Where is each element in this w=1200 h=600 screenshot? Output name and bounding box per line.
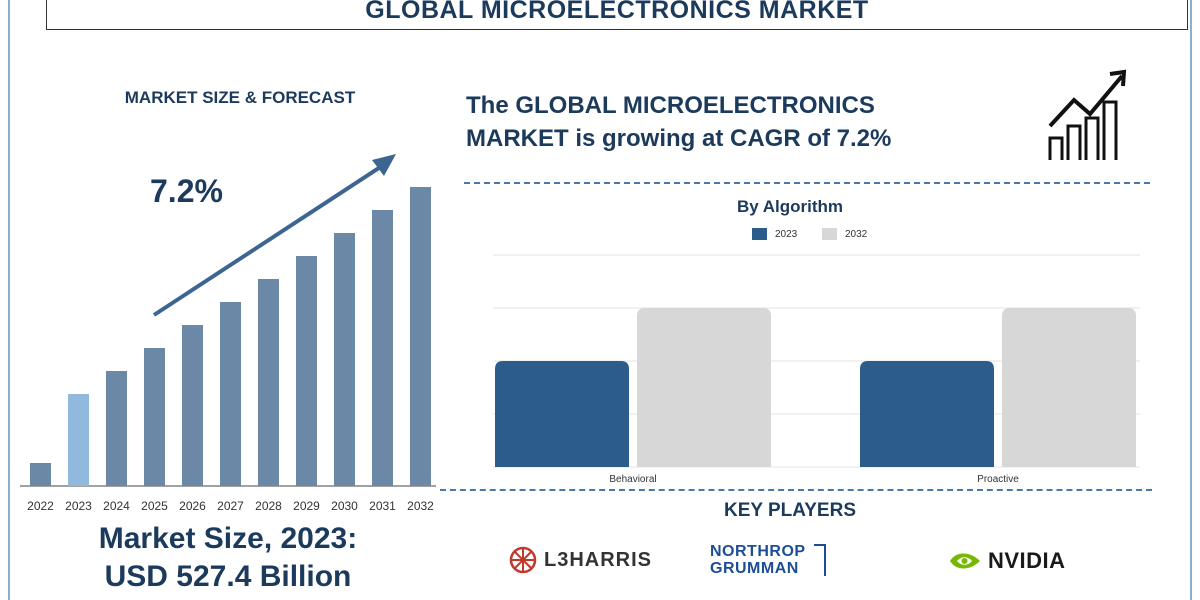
headline-line1: The GLOBAL MICROELECTRONICS xyxy=(466,92,875,119)
page-title: GLOBAL MICROELECTRONICS MARKET xyxy=(365,0,869,24)
category-label: Behavioral xyxy=(609,474,656,485)
x-tick-label: 2024 xyxy=(103,499,130,513)
headline-line2: MARKET is growing at CAGR of 7.2% xyxy=(466,125,892,152)
key-players-title: KEY PLAYERS xyxy=(724,500,856,521)
forecast-bar-2022 xyxy=(30,463,51,486)
l3harris-logo-icon xyxy=(509,546,537,574)
x-tick-label: 2023 xyxy=(65,499,92,513)
forecast-bar-2031 xyxy=(372,210,393,486)
growth-chart-icon xyxy=(1048,69,1127,160)
bar-behavioral-2023 xyxy=(495,361,629,467)
market-size-line1: Market Size, 2023: xyxy=(98,522,358,555)
grumman-word: GRUMMAN xyxy=(710,560,799,577)
market-size-forecast-title: MARKET SIZE & FORECAST xyxy=(124,88,356,107)
northrop-grumman-name: NORTHROP GRUMMAN xyxy=(710,543,806,577)
x-tick-label: 2032 xyxy=(407,499,434,513)
title-banner: GLOBAL MICROELECTRONICS MARKET xyxy=(46,0,1188,30)
forecast-bar-2030 xyxy=(334,233,355,486)
x-tick-label: 2022 xyxy=(27,499,54,513)
legend-swatch-2023 xyxy=(752,228,767,240)
legend-label-2032: 2032 xyxy=(845,228,868,240)
l3harris-logo: L3HARRIS xyxy=(508,545,652,575)
legend-item-2023: 2023 xyxy=(752,227,797,241)
northrop-grumman-logo: NORTHROP GRUMMAN xyxy=(710,543,826,577)
forecast-bar-2027 xyxy=(220,302,241,486)
legend-label-2023: 2023 xyxy=(775,228,798,240)
x-tick-label: 2029 xyxy=(293,499,320,513)
trend-arrow-head xyxy=(372,154,396,176)
bar-behavioral-2032 xyxy=(637,308,771,467)
left-frame-line xyxy=(8,0,10,600)
l3harris-name: L3HARRIS xyxy=(544,548,653,571)
forecast-bar-chart: 2022 2023 2024 2025 2026 2027 2028 2029 2030 2031… xyxy=(20,154,436,513)
forecast-bar-2029 xyxy=(296,256,317,486)
x-tick-label: 2027 xyxy=(217,499,244,513)
legend-item-2032: 2032 xyxy=(822,227,867,241)
market-size-summary: Market Size, 2023: USD 527.4 Billion xyxy=(38,520,418,596)
bar-proactive-2023 xyxy=(860,361,994,467)
x-tick-label: 2030 xyxy=(331,499,358,513)
nvidia-logo-icon xyxy=(950,553,980,569)
bar-proactive-2032 xyxy=(1002,308,1136,467)
forecast-bar-2026 xyxy=(182,325,203,486)
x-tick-label: 2031 xyxy=(369,499,396,513)
algorithm-chart-title: By Algorithm xyxy=(736,197,844,216)
x-tick-label: 2026 xyxy=(179,499,206,513)
market-size-line2: USD 527.4 Billion xyxy=(104,560,352,593)
forecast-bar-2023 xyxy=(68,394,89,486)
forecast-bar-2028 xyxy=(258,279,279,486)
cagr-annotation: 7.2% xyxy=(150,173,223,209)
cagr-headline: The GLOBAL MICROELECTRONICS MARKET is gr… xyxy=(466,89,966,155)
trend-arrow-icon xyxy=(152,160,390,317)
right-frame-line xyxy=(1190,0,1192,600)
algorithm-bar-chart: Behavioral Proactive xyxy=(493,254,1140,485)
divider-bottom xyxy=(440,489,1152,491)
northrop-word: NORTHROP xyxy=(710,543,806,560)
category-label: Proactive xyxy=(977,474,1019,485)
forecast-bar-2025 xyxy=(144,348,165,486)
x-tick-label: 2025 xyxy=(141,499,168,513)
legend-swatch-2032 xyxy=(822,228,837,240)
forecast-bar-2024 xyxy=(106,371,127,486)
forecast-bar-2032 xyxy=(410,187,431,486)
x-tick-label: 2028 xyxy=(255,499,282,513)
nvidia-logo: NVIDIA xyxy=(948,548,1066,574)
nvidia-name: NVIDIA xyxy=(988,548,1066,573)
divider-top xyxy=(464,182,1150,184)
northrop-bracket xyxy=(813,544,826,576)
